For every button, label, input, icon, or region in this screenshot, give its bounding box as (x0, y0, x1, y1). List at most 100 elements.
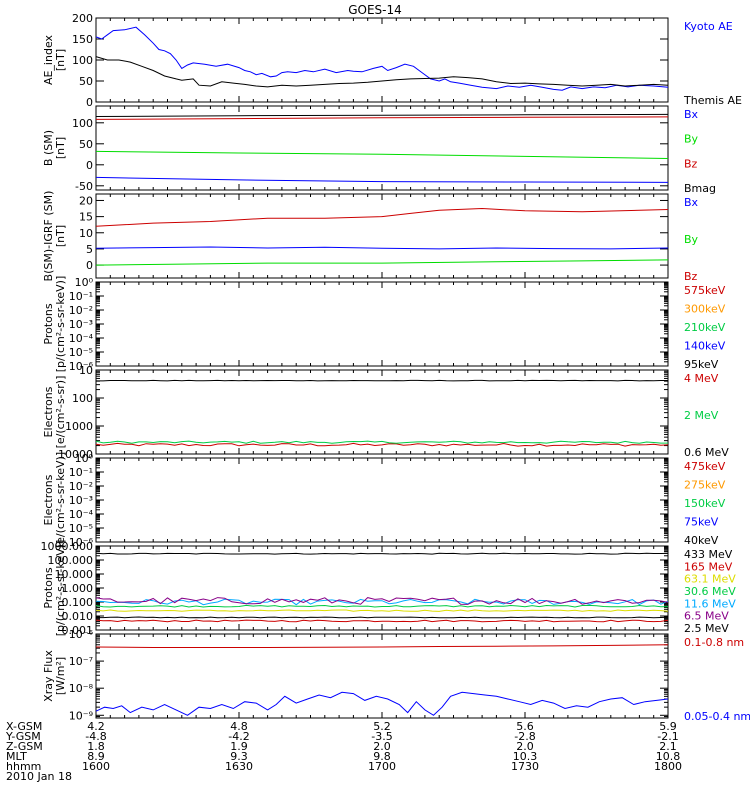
legend-entry: Themis AE (683, 94, 742, 107)
series-line (95, 207, 669, 227)
legend-entry: 6.5 MeV (684, 610, 729, 623)
y-tick-label: 10⁻⁷ (69, 655, 93, 668)
panel-frame (95, 281, 669, 367)
x-tick-label: 1800 (654, 760, 682, 773)
legend-entry: Bz (684, 157, 698, 170)
legend-entry: 75keV (684, 516, 719, 529)
legend-entry: 11.6 MeV (684, 597, 736, 610)
y-tick-label: 10⁻⁵ (69, 346, 93, 359)
legend-entry: 40keV (684, 534, 719, 547)
legend-entry: 30.6 MeV (684, 585, 736, 598)
y-tick-label: 10⁻⁹ (69, 709, 93, 722)
series-line (95, 113, 669, 117)
x-tick-label: 4.2 (87, 720, 105, 733)
series-line (95, 440, 668, 444)
legend-entry: 433 MeV (684, 548, 733, 561)
y-tick-label: 50 (79, 138, 93, 151)
y-tick-label: 100 (72, 117, 93, 130)
panel-2: -50 0 50 100 B (SM) [nT] Bx By Bz Bmag (42, 105, 716, 195)
y-axis-label: [nT] (54, 137, 67, 159)
series-line (95, 26, 669, 91)
legend-entry: Kyoto AE (684, 20, 733, 33)
y-tick-label: 10⁻³ (69, 494, 93, 507)
x-tick-label: 9.8 (373, 750, 391, 763)
y-tick-label: 0 (86, 259, 93, 272)
y-axis-label: [e/(cm²-s-sr-keV)] (54, 452, 67, 548)
y-tick-label: 10⁰ (75, 276, 94, 289)
series-line (95, 246, 669, 250)
y-tick-label: 10⁻⁸ (69, 682, 94, 695)
legend-entry: Bx (684, 196, 699, 209)
series-line (95, 644, 669, 648)
y-tick-label: 100 (72, 392, 93, 405)
y-tick-label: -50 (75, 180, 93, 193)
y-tick-label: 200 (72, 12, 93, 25)
legend-entry: 63.1 MeV (684, 573, 736, 586)
x-tick-label: 9.3 (230, 750, 248, 763)
y-tick-label: 10⁻² (69, 480, 93, 493)
panel-frame (95, 193, 669, 279)
x-tick-label: 1600 (82, 760, 110, 773)
panel-frame (95, 457, 669, 543)
series-line (95, 597, 669, 605)
y-tick-label: 10⁻⁴ (69, 332, 94, 345)
legend-entry: 575keV (684, 284, 726, 297)
y-axis-label: Protons (42, 303, 55, 344)
y-tick-label: 1000 (65, 420, 93, 433)
date-label: 2010 Jan 18 (6, 770, 72, 783)
panel-3: 0 5 10 15 20 B(SM)-IGRF (SM) [nT] Bx By Bz (42, 191, 699, 283)
series-line (95, 691, 669, 716)
legend-entry: Bx (684, 108, 699, 121)
legend-entry: Bz (684, 270, 698, 283)
x-axis-row-label: Y-GSM (5, 730, 41, 743)
panel-7: 1000.000100.00010.0001.0000.1000.0100.00… (41, 540, 737, 637)
y-tick-label: 10⁻⁶ (69, 628, 94, 641)
x-tick-label: -2.1 (657, 730, 678, 743)
y-axis-label: Electrons (42, 386, 55, 437)
y-tick-label: 0.010 (62, 610, 94, 623)
legend-entry: 2 MeV (684, 409, 719, 422)
legend-entry: By (684, 133, 699, 146)
y-tick-label: 10⁰ (75, 452, 94, 465)
legend-entry: 140keV (684, 340, 726, 353)
y-tick-label: 10⁻² (69, 304, 93, 317)
x-axis-row-label: Z-GSM (6, 740, 43, 753)
series-line (95, 176, 669, 183)
y-axis-label: Xray Flux (42, 650, 55, 702)
y-tick-label: 1000.000 (41, 540, 94, 553)
x-tick-label: -3.5 (371, 730, 392, 743)
y-axis-label: B(SM)-IGRF (SM) (42, 191, 55, 282)
y-tick-label: 20 (79, 194, 93, 207)
y-tick-label: 15 (79, 211, 93, 224)
y-tick-label: 10⁻⁶ (69, 360, 94, 373)
legend-entry: Bmag (684, 182, 716, 195)
legend-entry: 0.05-0.4 nm (684, 710, 750, 723)
series-line (95, 56, 669, 88)
y-tick-label: 0.001 (62, 624, 94, 637)
x-tick-label: -2.8 (514, 730, 535, 743)
y-tick-label: 100.000 (48, 554, 94, 567)
y-axis-label: B (SM) (42, 130, 55, 166)
x-tick-label: 1700 (368, 760, 396, 773)
y-tick-label: 5 (86, 243, 93, 256)
y-axis-label: AE_index (42, 34, 55, 85)
legend-entry: 210keV (684, 321, 726, 334)
x-tick-label: 1630 (225, 760, 253, 773)
y-axis-label: Protons (42, 567, 55, 608)
series-line (95, 259, 669, 266)
y-tick-label: 0.100 (62, 596, 94, 609)
y-axis-label: [nT] (54, 225, 67, 247)
y-tick-label: 10 (79, 227, 93, 240)
x-tick-label: -4.2 (228, 730, 249, 743)
y-axis-label: [W/m²] (54, 657, 67, 695)
y-tick-label: 150 (72, 33, 93, 46)
legend-entry: By (684, 233, 699, 246)
x-tick-label: 2.1 (659, 740, 677, 753)
legend-entry: 0.1-0.8 nm (684, 636, 744, 649)
y-tick-label: 10 (79, 364, 93, 377)
legend-entry: 275keV (684, 479, 726, 492)
x-axis-row-label: X-GSM (6, 720, 42, 733)
series-line (95, 604, 669, 608)
y-axis-label: Electrons (42, 474, 55, 525)
